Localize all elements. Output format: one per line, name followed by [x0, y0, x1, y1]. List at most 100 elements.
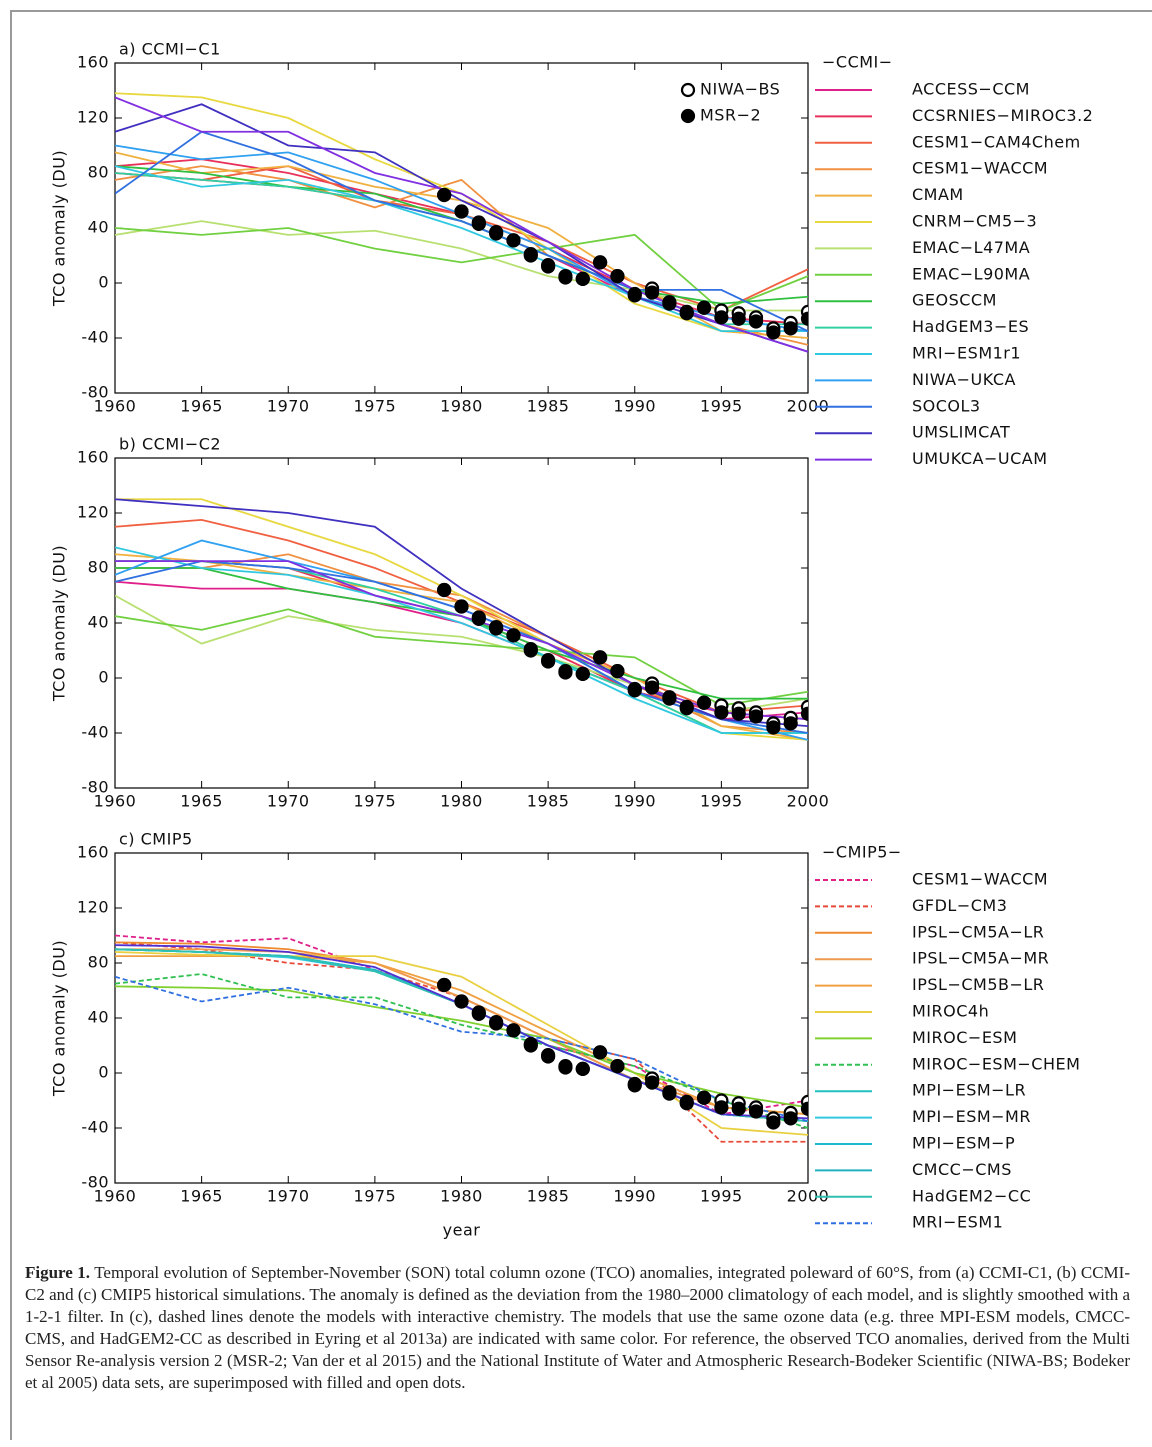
- obs-marker: [523, 1038, 538, 1053]
- y-tick-label: 40: [88, 613, 109, 632]
- x-tick-label: 1975: [354, 1187, 397, 1206]
- series-line: [115, 608, 808, 707]
- obs-marker: [575, 666, 590, 681]
- obs-marker: [714, 310, 729, 325]
- series-line: [115, 130, 808, 332]
- obs-marker: [454, 599, 469, 614]
- legend-label: MRI−CGCM3: [912, 1239, 1018, 1240]
- legend-label: UMUKCA−UCAM: [912, 449, 1048, 468]
- legend-label: ACCESS−CCM: [912, 80, 1030, 99]
- legend-label: MPI−ESM−LR: [912, 1081, 1026, 1100]
- obs-marker: [731, 706, 746, 721]
- obs-marker: [575, 1061, 590, 1076]
- legend-label: MIROC−ESM−CHEM: [912, 1054, 1080, 1073]
- legend-label: CESM1−CAM4Chem: [912, 132, 1081, 151]
- obs-marker: [437, 977, 452, 993]
- y-tick-label: -80: [81, 383, 109, 402]
- x-tick-label: 2000: [787, 792, 830, 811]
- x-tick-label: 1965: [180, 397, 223, 416]
- panel-title: c) CMIP5: [119, 830, 193, 849]
- y-tick-label: 40: [88, 218, 109, 237]
- series-line: [115, 165, 808, 312]
- legend-title: −CMIP5−: [822, 843, 902, 862]
- legend-label: IPSL−CM5B−LR: [912, 975, 1044, 994]
- obs-marker: [644, 285, 660, 300]
- legend-label: GFDL−CM3: [912, 896, 1007, 915]
- legend-label: IPSL−CM5A−LR: [912, 922, 1044, 941]
- legend-label: CMAM: [912, 185, 964, 204]
- y-tick-label: 120: [77, 898, 109, 917]
- caption: Figure 1. Temporal evolution of Septembe…: [25, 1262, 1130, 1394]
- y-tick-label: -80: [81, 1173, 109, 1192]
- obs-marker: [662, 1086, 677, 1101]
- obs-marker: [766, 325, 781, 340]
- obs-marker: [506, 628, 521, 643]
- obs-marker: [679, 306, 694, 321]
- legend-label: UMSLIMCAT: [912, 423, 1010, 442]
- series-group: [115, 498, 808, 741]
- series-line: [115, 165, 808, 305]
- series-line: [115, 951, 808, 1136]
- obs-marker: [523, 643, 538, 658]
- obs-marker: [748, 1104, 764, 1119]
- series-group: [115, 92, 808, 353]
- obs-marker: [766, 720, 781, 735]
- y-tick-label: 80: [88, 558, 109, 577]
- series-line: [115, 227, 808, 312]
- obs-marker: [783, 716, 798, 731]
- obs-marker: [558, 270, 573, 285]
- series-line: [115, 975, 808, 1123]
- x-tick-label: 1970: [267, 792, 310, 811]
- x-tick-label: 1980: [440, 792, 483, 811]
- obs-marker: [575, 271, 590, 286]
- legend-label: SOCOL3: [912, 396, 981, 415]
- x-tick-label: 1995: [700, 1187, 743, 1206]
- x-tick-label: 1990: [613, 1187, 656, 1206]
- legend-label: EMAC−L90MA: [912, 264, 1030, 283]
- y-tick-label: 160: [77, 448, 109, 467]
- legend-label: GEOSCCM: [912, 291, 997, 310]
- obs-marker: [783, 1111, 798, 1126]
- y-tick-label: -40: [81, 1118, 109, 1137]
- x-tick-label: 1970: [267, 397, 310, 416]
- x-tick-label: 1960: [94, 397, 137, 416]
- legend-label: HadGEM2−CC: [912, 1186, 1031, 1205]
- obs-marker: [610, 1059, 625, 1074]
- y-tick-label: 80: [88, 163, 109, 182]
- legend-label: MRI−ESM1r1: [912, 344, 1021, 363]
- x-tick-label: 1990: [613, 397, 656, 416]
- obs-marker: [766, 1115, 781, 1130]
- figure: a) CCMI−C1 TCO anomaly (DU) -80 -40 0 40 80 120…: [50, 40, 1093, 1241]
- y-tick-label: 120: [77, 503, 109, 522]
- frame: [10, 10, 1152, 1440]
- legend-label: CNRM−CM5−3: [912, 212, 1037, 231]
- obs-marker: [783, 321, 798, 336]
- series-group: [115, 934, 808, 1143]
- series-line: [115, 941, 808, 1116]
- obs-marker: [558, 1060, 573, 1075]
- y-tick-label: 160: [77, 53, 109, 72]
- legend-label: HadGEM3−ES: [912, 317, 1029, 336]
- y-tick-label: 160: [77, 843, 109, 862]
- legend-label: EMAC−L47MA: [912, 238, 1030, 257]
- obs-marker: [679, 701, 694, 716]
- series-line: [115, 539, 808, 741]
- legend-title: −CCMI−: [822, 53, 893, 72]
- x-tick-label: 1975: [354, 397, 397, 416]
- obs-marker: [800, 1101, 808, 1116]
- plot-area: [114, 852, 809, 1184]
- obs-marker: [714, 705, 729, 720]
- y-tick-label: -40: [81, 723, 109, 742]
- y-axis-label: TCO anomaly (DU): [50, 545, 69, 702]
- obs-marker: [644, 680, 660, 695]
- y-tick-label: 0: [98, 1063, 109, 1082]
- x-tick-label: 1965: [180, 792, 223, 811]
- obs-marker: [454, 204, 469, 219]
- y-tick-label: -80: [81, 778, 109, 797]
- y-tick-label: 120: [77, 108, 109, 127]
- obs-marker: [662, 691, 677, 706]
- x-tick-label: 1985: [527, 1187, 570, 1206]
- obs-marker: [471, 610, 486, 625]
- obs-marker: [731, 1101, 746, 1116]
- legend-label: NIWA−UKCA: [912, 370, 1016, 389]
